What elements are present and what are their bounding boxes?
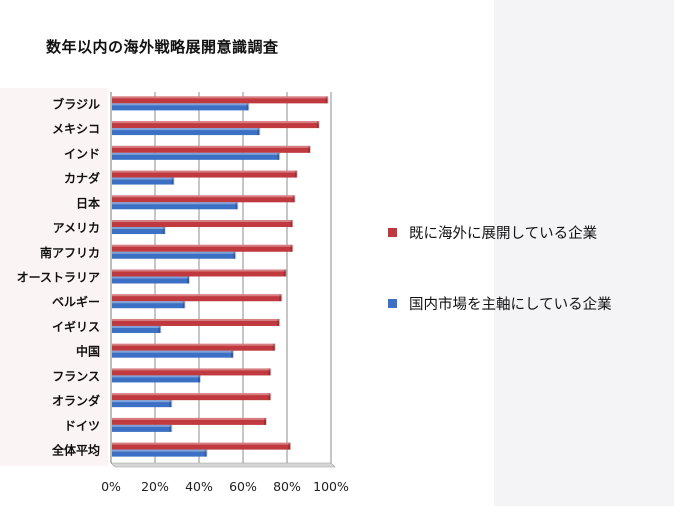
bar-domestic-cap xyxy=(233,252,236,259)
category-label: 全体平均 xyxy=(51,443,100,458)
bar-overseas-highlight xyxy=(112,294,281,296)
bar-overseas-highlight xyxy=(112,245,292,247)
bar-overseas-highlight xyxy=(112,368,270,370)
bar-overseas-highlight xyxy=(112,344,275,346)
bar-domestic-highlight xyxy=(112,103,248,105)
bar-overseas-cap xyxy=(279,294,282,301)
x-tick-label: 80% xyxy=(273,479,301,494)
bar-domestic-cap xyxy=(257,128,260,135)
category-label: メキシコ xyxy=(52,122,100,136)
x-tick-label: 100% xyxy=(313,479,349,494)
bar-domestic-highlight xyxy=(112,301,185,303)
x-tick-label: 40% xyxy=(185,479,213,494)
bar-domestic-cap xyxy=(235,202,238,209)
bar-overseas-highlight xyxy=(112,393,270,395)
bar-overseas-highlight xyxy=(112,270,286,272)
bar-domestic-highlight xyxy=(112,153,279,155)
bar-domestic-highlight xyxy=(112,351,233,353)
bar-domestic-cap xyxy=(169,425,172,432)
bar-overseas-cap xyxy=(277,319,280,326)
bar-overseas-cap xyxy=(290,220,293,227)
bar-domestic-highlight xyxy=(112,400,171,402)
bar-overseas-cap xyxy=(273,344,276,351)
bar-domestic-cap xyxy=(231,351,234,358)
category-label: 南アフリカ xyxy=(40,245,100,260)
category-label: カナダ xyxy=(64,171,100,186)
bar-domestic-cap xyxy=(277,153,280,160)
bar-domestic-highlight xyxy=(112,425,171,427)
chart-floor xyxy=(111,463,335,467)
category-label: インド xyxy=(64,147,100,161)
bar-domestic-cap xyxy=(158,326,161,333)
bar-domestic-highlight xyxy=(112,450,207,452)
x-tick-label: 60% xyxy=(229,479,257,494)
bar-overseas-cap xyxy=(288,443,291,450)
bar-domestic-cap xyxy=(172,178,175,185)
bar-domestic-highlight xyxy=(112,128,259,130)
bar-overseas-cap xyxy=(264,418,267,425)
legend-label-overseas: 既に海外に展開している企業 xyxy=(409,222,597,243)
bar-overseas-highlight xyxy=(112,220,292,222)
bar-domestic-cap xyxy=(183,301,186,308)
bar-overseas-cap xyxy=(295,171,298,178)
legend-swatch-domestic xyxy=(388,299,397,308)
bar-overseas-highlight xyxy=(112,171,297,173)
category-label: オーストラリア xyxy=(17,271,100,285)
legend-item-overseas: 既に海外に展開している企業 xyxy=(388,220,668,244)
category-label: アメリカ xyxy=(53,221,100,235)
bar-domestic-cap xyxy=(163,227,166,234)
bar-domestic-highlight xyxy=(112,277,189,279)
x-tick-label: 20% xyxy=(141,479,169,494)
bar-overseas-highlight xyxy=(112,319,279,321)
category-label: ブラジル xyxy=(52,96,100,111)
bar-overseas-highlight xyxy=(112,96,328,98)
bar-overseas-cap xyxy=(317,121,320,128)
legend-item-domestic: 国内市場を主軸にしている企業 xyxy=(388,291,668,315)
category-label: フランス xyxy=(52,369,100,383)
bar-overseas-highlight xyxy=(112,121,319,123)
bar-domestic-highlight xyxy=(112,227,165,229)
category-label: 中国 xyxy=(76,344,100,359)
bar-overseas-cap xyxy=(268,393,271,400)
bar-overseas-cap xyxy=(290,245,293,252)
category-label: ベルギー xyxy=(52,294,100,309)
category-label: ドイツ xyxy=(64,419,100,433)
bar-domestic-highlight xyxy=(112,178,174,180)
legend-swatch-overseas xyxy=(388,228,397,237)
bar-domestic-highlight xyxy=(112,202,237,204)
bar-overseas-cap xyxy=(308,146,311,153)
bar-overseas-cap xyxy=(268,368,271,375)
bar-domestic-highlight xyxy=(112,375,200,377)
bar-domestic-cap xyxy=(187,277,190,284)
bar-domestic-highlight xyxy=(112,252,235,254)
bar-domestic-cap xyxy=(205,450,208,457)
bar-overseas-cap xyxy=(293,195,296,202)
bar-overseas-highlight xyxy=(112,443,290,445)
x-tick-label: 0% xyxy=(101,479,121,494)
bar-overseas-cap xyxy=(284,270,287,277)
category-label: オランダ xyxy=(52,393,100,408)
bar-overseas-cap xyxy=(326,96,329,103)
bar-overseas-highlight xyxy=(112,195,295,197)
category-label: 日本 xyxy=(76,195,100,210)
bar-domestic-cap xyxy=(246,103,249,110)
bar-overseas-highlight xyxy=(112,146,310,148)
bar-overseas-highlight xyxy=(112,418,266,420)
legend-label-domestic: 国内市場を主軸にしている企業 xyxy=(409,293,612,314)
bar-domestic-cap xyxy=(198,375,201,382)
bar-domestic-highlight xyxy=(112,326,160,328)
category-label: イギリス xyxy=(52,319,100,334)
bar-domestic-cap xyxy=(169,400,172,407)
